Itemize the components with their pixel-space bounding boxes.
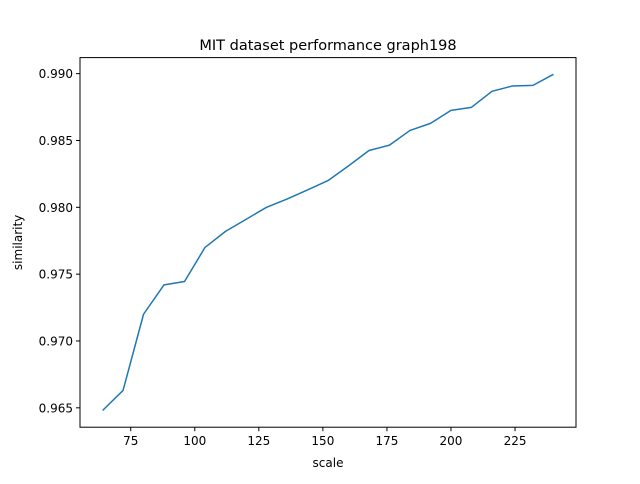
x-tick-label: 175 <box>375 434 398 448</box>
chart-title: MIT dataset performance graph198 <box>199 38 456 54</box>
x-tick-label: 200 <box>440 434 463 448</box>
x-tick-label: 100 <box>183 434 206 448</box>
x-axis-label: scale <box>313 456 344 470</box>
x-tick-label: 125 <box>247 434 270 448</box>
x-tick-label: 225 <box>504 434 527 448</box>
y-tick-label: 0.970 <box>39 334 73 348</box>
x-tick-label: 150 <box>311 434 334 448</box>
y-axis-label: similarity <box>11 215 25 270</box>
y-tick-label: 0.990 <box>39 67 73 81</box>
y-tick-label: 0.980 <box>39 201 73 215</box>
y-tick-label: 0.975 <box>39 268 73 282</box>
x-tick-label: 75 <box>123 434 138 448</box>
y-tick-label: 0.985 <box>39 134 73 148</box>
y-tick-label: 0.965 <box>39 401 73 415</box>
